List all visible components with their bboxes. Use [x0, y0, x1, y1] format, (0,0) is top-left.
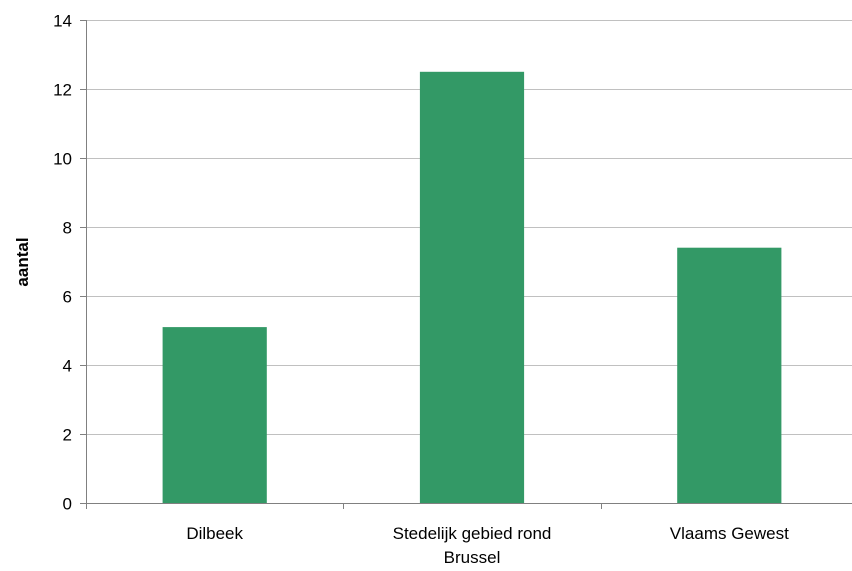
- y-tick-label: 6: [63, 288, 72, 307]
- x-category-label: Dilbeek: [186, 524, 243, 543]
- x-category-label: Stedelijk gebied rond Brussel: [393, 524, 552, 567]
- x-category-label: Vlaams Gewest: [670, 524, 789, 543]
- y-tick-label: 4: [63, 357, 72, 376]
- bar: [677, 247, 782, 503]
- y-axis-label: aantal: [13, 237, 32, 286]
- x-category-labels: Dilbeek Stedelijk gebied rond Brussel Vlaam…: [186, 524, 789, 567]
- bars: [162, 71, 782, 504]
- y-tick-label: 10: [53, 150, 72, 169]
- y-tick-label: 0: [63, 495, 72, 514]
- y-tick-label: 8: [63, 219, 72, 238]
- y-tick-label: 14: [53, 12, 72, 31]
- y-tick-labels: 0 2 4 6 8 10 12 14: [53, 12, 72, 514]
- y-tick-label: 2: [63, 426, 72, 445]
- axes: [80, 20, 852, 509]
- bar: [162, 327, 267, 503]
- y-tick-label: 12: [53, 81, 72, 100]
- bar: [419, 71, 525, 504]
